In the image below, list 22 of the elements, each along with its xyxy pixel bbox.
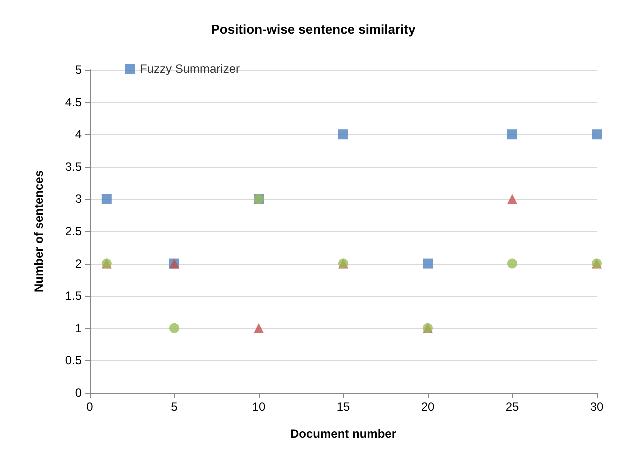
x-axis-title: Document number	[290, 427, 397, 441]
x-tick-label: 15	[336, 400, 350, 414]
y-tick-label: 3.5	[65, 160, 82, 174]
y-tick-label: 4	[75, 128, 82, 142]
x-tick-label: 5	[171, 400, 178, 414]
x-tick-label: 10	[252, 400, 266, 414]
x-tick-label: 25	[506, 400, 520, 414]
y-tick-label: 4.5	[65, 95, 82, 110]
y-tick-label: 2.5	[65, 224, 82, 238]
y-tick-label: 0.5	[65, 354, 82, 368]
y-tick-label: 2	[75, 256, 82, 271]
x-tick-label: 20	[421, 400, 435, 414]
chart-title: Position-wise sentence similarity	[211, 22, 416, 37]
y-axis-title: Number of sentences	[32, 170, 46, 293]
y-tick-label: 1.5	[65, 289, 82, 304]
legend-label: Fuzzy Summarizer	[140, 62, 240, 76]
x-tick-label: 30	[590, 400, 604, 414]
y-tick-label: 0	[75, 386, 82, 400]
y-tick-label: 1	[75, 321, 82, 336]
y-tick-label: 3	[75, 192, 82, 206]
x-tick-label: 0	[86, 400, 94, 414]
y-tick-label: 5	[75, 63, 82, 77]
